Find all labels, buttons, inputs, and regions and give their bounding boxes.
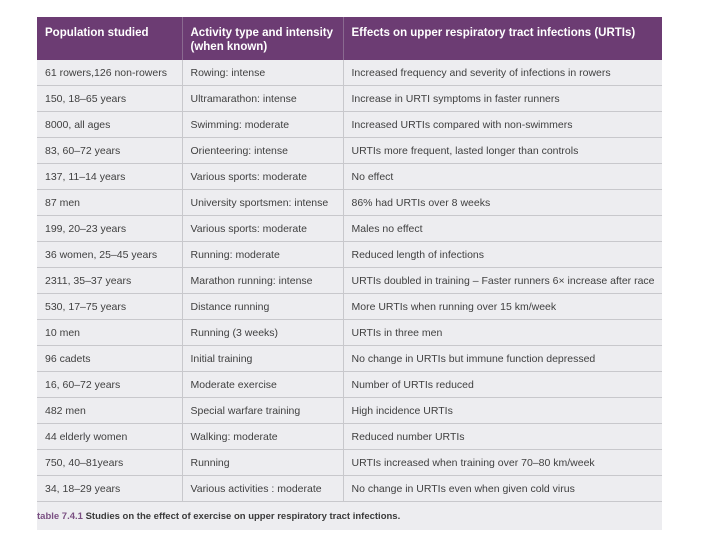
table-row: 61 rowers,126 non-rowers Rowing: intense I… (37, 60, 662, 86)
table-header-row: Population studied Activity type and int… (37, 17, 662, 60)
table-row: 96 cadets Initial training No change in UR… (37, 345, 662, 372)
cell-activity: Running (182, 449, 344, 476)
cell-activity: Special warfare training (182, 397, 344, 424)
cell-activity: Running (3 weeks) (182, 319, 344, 346)
cell-activity: University sportsmen: intense (182, 189, 344, 216)
table-row: 83, 60–72 years Orienteering: intense URTI… (37, 137, 662, 164)
cell-activity: Ultramarathon: intense (182, 85, 344, 112)
cell-effect: No effect (343, 163, 662, 190)
table-row: 34, 18–29 years Various activities : mode… (37, 475, 662, 502)
cell-effect: Increase in URTI symptoms in faster runn… (343, 85, 662, 112)
table-row: 16, 60–72 years Moderate exercise Number o… (37, 371, 662, 398)
table-body: 61 rowers,126 non-rowers Rowing: intense I… (37, 60, 662, 502)
cell-activity: Various sports: moderate (182, 163, 344, 190)
cell-effect: More URTIs when running over 15 km/week (343, 293, 662, 320)
cell-activity: Distance running (182, 293, 344, 320)
table-row: 36 women, 25–45 years Running: moderate Re… (37, 241, 662, 268)
cell-activity: Various sports: moderate (182, 215, 344, 242)
table-row: 10 men Running (3 weeks) URTIs in three me… (37, 319, 662, 346)
cell-effect: URTIs increased when training over 70–80… (343, 449, 662, 476)
cell-effect: URTIs doubled in training – Faster runne… (343, 267, 662, 294)
cell-population: 199, 20–23 years (37, 215, 183, 242)
caption-text: Studies on the effect of exercise on upp… (85, 511, 401, 522)
cell-effect: High incidence URTIs (343, 397, 662, 424)
table-row: 137, 11–14 years Various sports: moderate… (37, 163, 662, 190)
cell-population: 16, 60–72 years (37, 371, 183, 398)
table-row: 530, 17–75 years Distance running More URT… (37, 293, 662, 320)
table-row: 199, 20–23 years Various sports: moderate… (37, 215, 662, 242)
cell-population: 2311, 35–37 years (37, 267, 183, 294)
cell-population: 750, 40–81years (37, 449, 183, 476)
cell-activity: Rowing: intense (182, 60, 344, 86)
cell-activity: Orienteering: intense (182, 137, 344, 164)
cell-population: 96 cadets (37, 345, 183, 372)
header-effects: Effects on upper respiratory tract infec… (343, 17, 662, 60)
cell-population: 150, 18–65 years (37, 85, 183, 112)
table-row: 482 men Special warfare training High inci… (37, 397, 662, 424)
cell-population: 34, 18–29 years (37, 475, 183, 502)
cell-population: 87 men (37, 189, 183, 216)
cell-effect: Increased frequency and severity of infe… (343, 60, 662, 86)
cell-effect: No change in URTIs even when given cold … (343, 475, 662, 502)
cell-activity: Various activities : moderate (182, 475, 344, 502)
cell-population: 36 women, 25–45 years (37, 241, 183, 268)
cell-population: 61 rowers,126 non-rowers (37, 60, 183, 86)
cell-effect: URTIs in three men (343, 319, 662, 346)
cell-effect: Reduced length of infections (343, 241, 662, 268)
caption-label: table 7.4.1 (37, 511, 83, 522)
table-row: 150, 18–65 years Ultramarathon: intense In… (37, 85, 662, 112)
cell-effect: Reduced number URTIs (343, 423, 662, 450)
cell-population: 8000, all ages (37, 111, 183, 138)
cell-effect: URTIs more frequent, lasted longer than … (343, 137, 662, 164)
cell-activity: Walking: moderate (182, 423, 344, 450)
table-row: 8000, all ages Swimming: moderate Increase… (37, 111, 662, 138)
studies-table: Population studied Activity type and int… (37, 17, 662, 502)
cell-effect: Increased URTIs compared with non-swimme… (343, 111, 662, 138)
cell-effect: Males no effect (343, 215, 662, 242)
cell-population: 10 men (37, 319, 183, 346)
table-row: 750, 40–81years Running URTIs increased wh… (37, 449, 662, 476)
cell-activity: Initial training (182, 345, 344, 372)
cell-population: 83, 60–72 years (37, 137, 183, 164)
cell-population: 137, 11–14 years (37, 163, 183, 190)
table-row: 87 men University sportsmen: intense 86% h… (37, 189, 662, 216)
table-caption: table 7.4.1 Studies on the effect of exe… (37, 511, 400, 522)
cell-population: 482 men (37, 397, 183, 424)
cell-activity: Marathon running: intense (182, 267, 344, 294)
document-page: Population studied Activity type and int… (37, 17, 662, 530)
cell-activity: Running: moderate (182, 241, 344, 268)
cell-activity: Swimming: moderate (182, 111, 344, 138)
cell-effect: Number of URTIs reduced (343, 371, 662, 398)
header-population: Population studied (37, 17, 183, 60)
cell-population: 530, 17–75 years (37, 293, 183, 320)
header-activity: Activity type and intensity (when known) (182, 17, 344, 60)
cell-activity: Moderate exercise (182, 371, 344, 398)
cell-effect: No change in URTIs but immune function d… (343, 345, 662, 372)
table-row: 2311, 35–37 years Marathon running: inten… (37, 267, 662, 294)
cell-population: 44 elderly women (37, 423, 183, 450)
cell-effect: 86% had URTIs over 8 weeks (343, 189, 662, 216)
table-row: 44 elderly women Walking: moderate Reduced… (37, 423, 662, 450)
